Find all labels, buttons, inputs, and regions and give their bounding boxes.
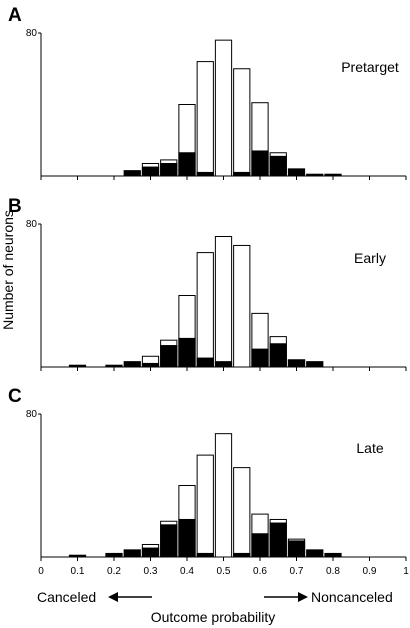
black-bar	[141, 547, 160, 558]
black-bar	[306, 361, 324, 368]
black-bar	[269, 343, 287, 368]
panels: A 80 Pretarget B 80 Early C 80 Late	[8, 5, 407, 561]
black-bar	[68, 364, 87, 368]
black-bar	[287, 540, 306, 558]
black-bar	[196, 552, 214, 558]
x-axis: 0 0.1 0.2 0.3 0.4 0.5 0.6 0.7 0.8 0.9 1	[38, 566, 409, 577]
white-bar	[233, 68, 251, 177]
x-tick-label: 0.3	[144, 566, 158, 577]
condition-label: Late	[356, 440, 383, 456]
black-bar	[178, 337, 196, 368]
black-bar	[214, 361, 233, 368]
black-bar	[123, 361, 141, 368]
white-bar	[214, 39, 233, 177]
black-bar	[324, 173, 342, 177]
panel-letter: C	[8, 386, 22, 407]
panel-a: A 80 Pretarget	[8, 5, 407, 180]
black-bar	[233, 552, 251, 558]
black-bar	[196, 171, 214, 177]
panel-letter: B	[8, 196, 22, 217]
black-bar	[68, 554, 87, 558]
canceled-annotation: Canceled	[37, 589, 96, 605]
black-bar	[269, 155, 287, 177]
x-axis-title: Outcome probability	[151, 609, 276, 625]
y-tick-label: 80	[26, 28, 38, 39]
noncanceled-annotation: Noncanceled	[311, 589, 393, 605]
white-bar	[196, 454, 214, 558]
white-bar	[214, 433, 233, 558]
y-tick-label: 80	[26, 409, 38, 420]
black-bar	[123, 549, 141, 558]
black-bar	[324, 552, 342, 558]
black-bar	[141, 166, 160, 177]
x-tick-label: 0.2	[107, 566, 121, 577]
black-bar	[269, 522, 287, 558]
x-tick-label: 0.7	[290, 566, 304, 577]
black-bar	[123, 170, 141, 177]
black-bar	[233, 171, 251, 177]
black-bar	[160, 524, 178, 558]
black-bar	[105, 552, 123, 558]
black-bar	[105, 364, 123, 368]
white-bar	[196, 252, 214, 368]
black-bar	[251, 348, 269, 368]
black-bar	[251, 533, 269, 558]
white-bar	[214, 236, 233, 368]
x-tick-label: 0.5	[217, 566, 231, 577]
condition-label: Early	[354, 250, 386, 266]
white-bar	[233, 467, 251, 558]
black-bar	[251, 150, 269, 177]
black-bar	[287, 168, 306, 177]
x-tick-label: 0	[38, 566, 44, 577]
black-bar	[306, 173, 324, 177]
x-tick-label: 1	[403, 566, 409, 577]
x-tick-label: 0.9	[363, 566, 377, 577]
black-bar	[178, 152, 196, 177]
x-tick-label: 0.6	[253, 566, 267, 577]
panel-letter: A	[8, 5, 22, 26]
x-tick-label: 0.1	[71, 566, 85, 577]
black-bar	[160, 345, 178, 368]
black-bar	[196, 357, 214, 368]
black-bar	[160, 162, 178, 177]
black-bar	[178, 518, 196, 558]
black-bar	[141, 362, 160, 368]
black-bar	[287, 359, 306, 368]
left-arrow-icon	[108, 592, 152, 602]
x-tick-label: 0.8	[326, 566, 340, 577]
right-arrow-icon	[264, 592, 308, 602]
y-axis-title: Number of neurons	[0, 210, 16, 330]
white-bar	[196, 61, 214, 177]
y-tick-label: 80	[26, 219, 38, 230]
white-bar	[233, 244, 251, 368]
panel-c: C 80 Late	[8, 386, 407, 561]
black-bar	[306, 549, 324, 558]
condition-label: Pretarget	[341, 59, 399, 75]
panel-b: B 80 Early	[8, 196, 407, 371]
x-tick-label: 0.4	[180, 566, 194, 577]
